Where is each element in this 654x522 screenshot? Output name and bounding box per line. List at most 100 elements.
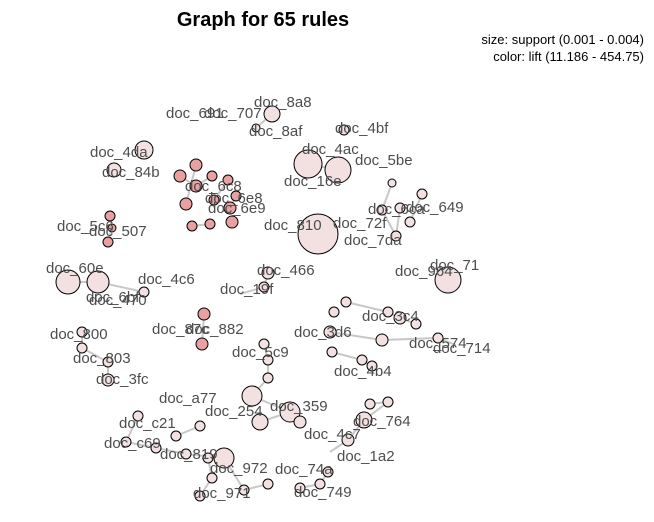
rule-node (106, 162, 122, 178)
rule-node (314, 478, 326, 490)
rule-node (102, 236, 114, 248)
item-label: doc_4c7 (304, 426, 361, 443)
rule-node (262, 478, 274, 490)
rule-node (107, 223, 117, 233)
rule-node (366, 360, 378, 372)
rule-node (55, 269, 81, 295)
item-label: doc_19f (220, 281, 274, 298)
item-label: doc_c21 (119, 415, 176, 432)
rule-node (223, 201, 237, 215)
rule-node (393, 311, 407, 325)
item-label: doc_972 (210, 460, 268, 477)
item-label: doc_5be (355, 152, 413, 169)
item-label: doc_74a (275, 461, 333, 478)
item-label: doc_71 (430, 257, 479, 274)
item-label: doc_6bf (86, 289, 140, 306)
item-label: doc_16e (284, 173, 342, 190)
item-label: doc_6e8 (205, 190, 263, 207)
rule-node (179, 197, 193, 211)
rule-node (323, 325, 337, 339)
rule-node (204, 218, 216, 230)
rule-node (387, 178, 397, 188)
rule-node (341, 433, 355, 447)
item-label: doc_3c4 (362, 308, 419, 325)
rule-node (76, 326, 88, 338)
item-label: doc_749 (294, 484, 352, 501)
item-label: doc_4bf (335, 120, 389, 137)
rule-node (382, 306, 394, 318)
item-label: doc_810 (264, 217, 322, 234)
rule-node (225, 215, 239, 229)
rule-node (293, 415, 307, 429)
item-label: doc_5c9 (232, 344, 289, 361)
rule-node (258, 338, 270, 350)
item-label: doc_7da (344, 232, 402, 249)
rule-node (262, 372, 274, 384)
rule-node (238, 484, 250, 496)
rule-node (134, 140, 154, 160)
item-label: doc_574 (409, 335, 467, 352)
rule-node (416, 188, 428, 200)
rule-node (194, 490, 206, 502)
item-label: doc_466 (257, 262, 315, 279)
rule-node (194, 420, 206, 432)
rule-node (120, 436, 132, 448)
item-label: doc_4c6 (138, 271, 195, 288)
rule-node (262, 354, 274, 366)
rule-node (206, 170, 218, 182)
item-label: doc_4ac (302, 141, 359, 158)
rule-node (434, 266, 462, 294)
rule-node (230, 190, 242, 202)
item-label: doc_a77 (159, 390, 217, 407)
rule-node (189, 179, 203, 193)
rule-node (86, 270, 110, 294)
item-label: doc_707 (204, 105, 262, 122)
rule-node (251, 413, 269, 431)
rule-node (208, 194, 220, 206)
rule-node (170, 430, 182, 442)
item-label: doc_c69 (104, 435, 161, 452)
rule-node (404, 216, 416, 228)
rule-node (322, 466, 334, 478)
rule-node (138, 286, 150, 298)
rule-node (355, 411, 373, 429)
rule-node (432, 332, 444, 344)
rule-node (197, 307, 211, 321)
rule-edge (329, 331, 383, 341)
item-label: doc_6c8 (185, 178, 242, 195)
item-label: doc_6e9 (208, 200, 266, 217)
item-label: doc_5c6 (57, 218, 114, 235)
item-label: doc_971 (193, 485, 251, 502)
item-label: doc_8af (249, 123, 303, 140)
rule-node (294, 482, 306, 494)
rule-node (364, 398, 376, 410)
item-label: doc_803 (73, 350, 131, 367)
rule-node (340, 296, 352, 308)
rule-node (293, 149, 323, 179)
rule-node (297, 213, 339, 255)
rule-node (104, 210, 116, 222)
item-label: doc_87c (152, 321, 209, 338)
node-layer (55, 105, 462, 502)
item-label: doc_649 (406, 199, 464, 216)
item-label: doc_764 (353, 413, 411, 430)
legend: size: support (0.001 - 0.004) color: lif… (481, 31, 644, 65)
rule-node (213, 447, 235, 469)
rule-node (382, 396, 394, 408)
rule-node (390, 230, 402, 242)
item-label: doc_3d6 (294, 324, 352, 341)
item-label: doc_6ca (368, 201, 425, 218)
rule-node (328, 306, 340, 318)
item-label: doc_8a8 (254, 94, 312, 111)
rule-node (132, 410, 144, 422)
item-label: doc_882 (186, 321, 244, 338)
item-label: doc_800 (50, 326, 108, 343)
rule-node (394, 202, 406, 214)
rule-node (263, 105, 281, 123)
rule-node (258, 281, 270, 293)
rule-node (279, 401, 301, 423)
rule-node (324, 156, 352, 184)
rule-node (261, 266, 275, 280)
